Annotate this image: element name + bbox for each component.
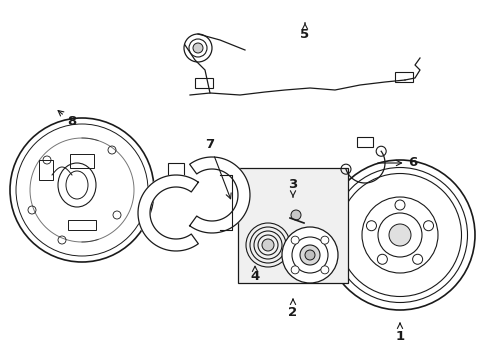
Polygon shape: [138, 175, 198, 251]
Circle shape: [423, 221, 433, 231]
Circle shape: [282, 227, 337, 283]
Circle shape: [305, 250, 314, 260]
Text: 6: 6: [377, 157, 417, 170]
Bar: [195, 78, 213, 88]
Text: 7: 7: [205, 139, 231, 199]
Text: 3: 3: [288, 179, 297, 197]
Bar: [168, 163, 183, 179]
Circle shape: [388, 224, 410, 246]
Text: 8: 8: [58, 111, 77, 129]
Bar: [394, 72, 412, 82]
Circle shape: [193, 43, 203, 53]
Text: 1: 1: [395, 323, 404, 342]
Text: 2: 2: [288, 299, 297, 319]
Circle shape: [290, 210, 301, 220]
Circle shape: [262, 239, 273, 251]
Circle shape: [290, 236, 299, 244]
Bar: [68, 220, 96, 230]
Circle shape: [290, 266, 299, 274]
Circle shape: [412, 254, 422, 264]
Circle shape: [299, 245, 319, 265]
Circle shape: [377, 254, 386, 264]
Circle shape: [320, 236, 328, 244]
Circle shape: [394, 200, 404, 210]
Polygon shape: [189, 157, 249, 233]
Bar: [39, 160, 53, 180]
Text: 5: 5: [300, 23, 309, 41]
Bar: [238, 168, 347, 283]
Circle shape: [366, 221, 376, 231]
Circle shape: [320, 266, 328, 274]
Bar: [242, 209, 256, 223]
Bar: [242, 187, 256, 203]
Text: 4: 4: [250, 266, 259, 284]
Bar: [356, 137, 372, 147]
Bar: [70, 154, 94, 168]
